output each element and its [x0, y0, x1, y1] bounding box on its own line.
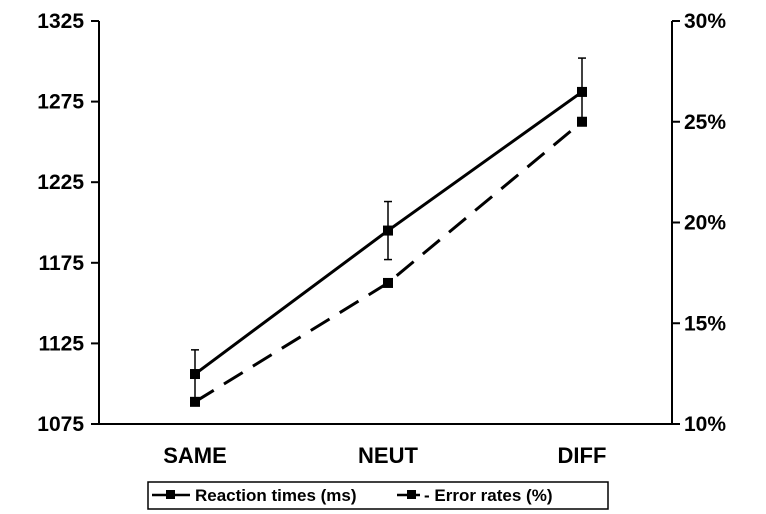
- left-tick-label: 1225: [37, 171, 84, 194]
- reaction-time-point: [190, 369, 200, 380]
- legend-label-rt: Reaction times (ms): [195, 486, 357, 505]
- error-rate-point: [577, 116, 587, 127]
- right-tick-label: 15%: [684, 312, 726, 335]
- legend: Reaction times (ms) - Error rates (%): [147, 481, 609, 510]
- right-tick-label: 20%: [684, 212, 726, 235]
- left-tick-label: 1075: [37, 413, 84, 436]
- legend-label-err: - Error rates (%): [424, 486, 552, 505]
- right-tick-label: 25%: [684, 111, 726, 134]
- x-category-label: DIFF: [558, 443, 607, 468]
- left-tick-label: 1325: [37, 10, 84, 33]
- right-y-ticks: 30% 25% 20% 15% 10%: [672, 10, 726, 436]
- left-tick-label: 1275: [37, 91, 84, 114]
- legend-marker-err: [407, 490, 416, 499]
- reaction-time-point: [577, 86, 587, 97]
- legend-box: [147, 481, 609, 510]
- left-tick-label: 1125: [38, 332, 84, 355]
- x-category-label: SAME: [163, 443, 227, 468]
- error-rate-point: [190, 396, 200, 407]
- left-y-ticks: 1325 1275 1225 1175 1125 1075: [37, 10, 99, 436]
- series-layer: [190, 57, 587, 407]
- x-category-label: NEUT: [358, 443, 418, 468]
- left-tick-label: 1175: [38, 252, 84, 275]
- right-tick-label: 30%: [684, 10, 726, 33]
- legend-marker-rt: [166, 490, 175, 499]
- error-rate-point: [383, 277, 393, 288]
- right-tick-label: 10%: [684, 413, 726, 436]
- error-rates-line: [194, 120, 583, 404]
- x-category-labels: SAME NEUT DIFF: [163, 443, 606, 468]
- reaction-time-point: [383, 225, 393, 236]
